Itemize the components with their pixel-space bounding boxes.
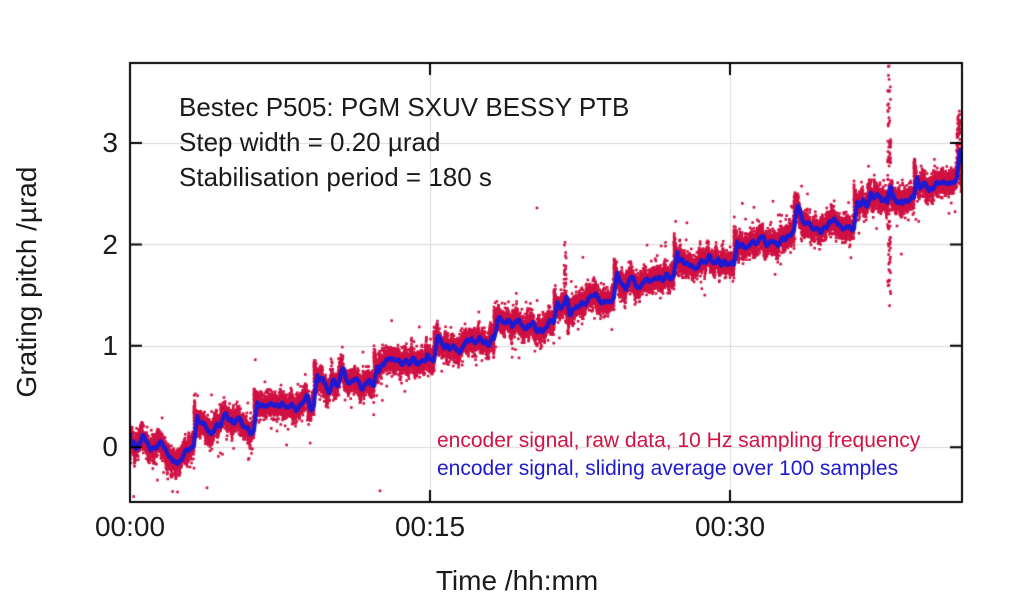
x-tick-label-0030: 00:30 [694, 511, 766, 542]
chart-annotation-line-2: Step width = 0.20 µrad [179, 127, 441, 157]
legend-raw-series-label: encoder signal, raw data, 10 Hz sampling… [437, 429, 921, 452]
y-tick-label-2: 2 [102, 229, 118, 260]
y-tick-label-0: 0 [102, 431, 118, 462]
chart-annotation-line-3: Stabilisation period = 180 s [179, 162, 492, 192]
x-axis-label: Time /hh:mm [435, 565, 599, 596]
chart-annotation-line-1: Bestec P505: PGM SXUV BESSY PTB [179, 92, 630, 122]
x-tick-label-0000: 00:00 [94, 511, 166, 542]
y-tick-label-1: 1 [102, 330, 118, 361]
x-tick-label-0015: 00:15 [394, 511, 466, 542]
legend-average-series-label: encoder signal, sliding average over 100… [437, 457, 899, 480]
y-tick-label-3: 3 [102, 127, 118, 158]
